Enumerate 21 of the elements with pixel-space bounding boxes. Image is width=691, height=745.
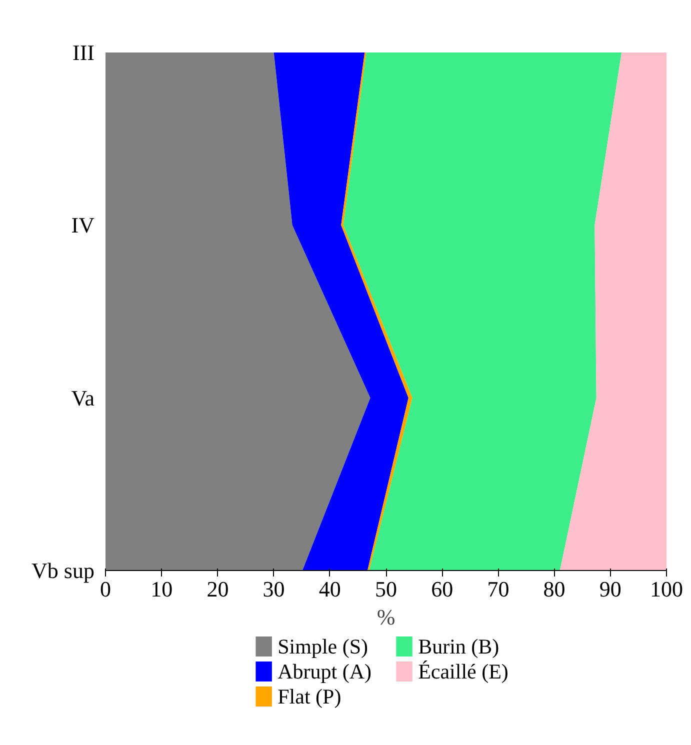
x-tick-label: 0: [100, 576, 111, 602]
x-tick-label: 80: [543, 576, 566, 602]
legend-label: Flat (P): [278, 684, 342, 708]
x-tick-label: 90: [599, 576, 622, 602]
y-tick-label: Va: [71, 385, 95, 410]
x-axis-title: %: [376, 604, 396, 630]
x-tick-label: 30: [262, 576, 285, 602]
x-tick-label: 60: [431, 576, 454, 602]
x-tick-label: 10: [150, 576, 173, 602]
legend-label: Abrupt (A): [278, 660, 372, 684]
y-tick-label: Vb sup: [32, 558, 95, 583]
y-tick-label: IV: [71, 212, 95, 238]
x-tick-label: 50: [375, 576, 397, 602]
legend-label: Burin (B): [418, 634, 500, 658]
legend-label: Écaillé (E): [418, 660, 508, 684]
x-tick-label: 40: [318, 576, 341, 602]
x-tick-label: 100: [650, 576, 683, 602]
x-tick-label: 20: [206, 576, 229, 602]
legend-label: Simple (S): [278, 634, 368, 658]
x-tick-label: 70: [487, 576, 510, 602]
y-tick-label: III: [72, 40, 95, 65]
